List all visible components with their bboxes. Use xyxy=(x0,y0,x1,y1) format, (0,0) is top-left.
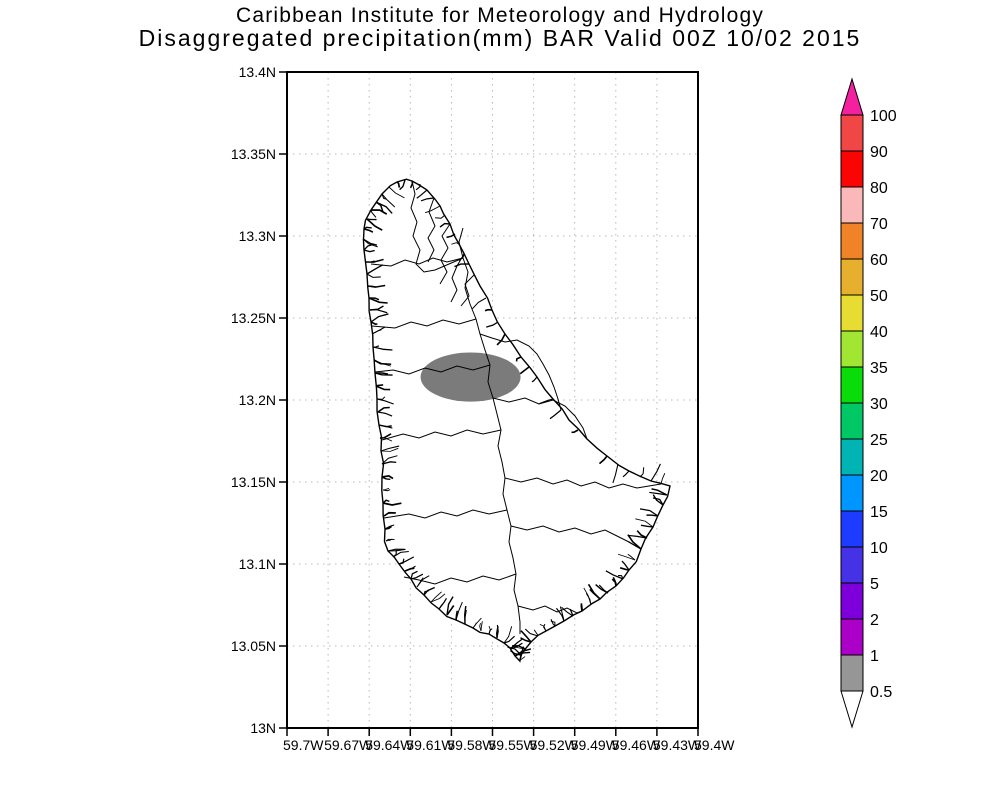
x-tick-label: 59.55W xyxy=(489,737,538,753)
island-group xyxy=(362,178,671,663)
colorbar-tick-label: 70 xyxy=(870,216,888,233)
y-tick-label: 13.2N xyxy=(239,392,276,408)
x-tick-label: 59.58W xyxy=(447,737,496,753)
x-tick-label: 59.61W xyxy=(406,737,455,753)
colorbar-tick-label: 2 xyxy=(870,612,879,629)
colorbar-tick-label: 90 xyxy=(870,144,888,161)
colorbar-segment xyxy=(840,258,864,296)
colorbar-tick-label: 100 xyxy=(870,108,897,125)
watershed-lines xyxy=(370,180,662,634)
institution-title: Caribbean Institute for Meteorology and … xyxy=(235,4,765,27)
x-tick-label: 59.67W xyxy=(324,737,373,753)
colorbar-segment xyxy=(840,294,864,332)
colorbar-segment xyxy=(840,402,864,440)
x-tick-label: 59.43W xyxy=(653,737,702,753)
colorbar-segment xyxy=(840,474,864,512)
plot-titles: Caribbean Institute for Meteorology and … xyxy=(0,4,1000,50)
colorbar-segment xyxy=(840,330,864,368)
colorbar-tick-label: 40 xyxy=(870,324,888,341)
x-tick-label: 59.7W xyxy=(283,737,324,753)
colorbar-legend: 100 90 80 70 60 50 40 35 30 25 20 15 10 5 2 1 0.5 xyxy=(840,77,897,729)
colorbar-segment xyxy=(840,366,864,404)
colorbar-tick-label: 20 xyxy=(870,468,888,485)
colorbar-segment xyxy=(840,438,864,476)
island-outline xyxy=(362,178,671,663)
y-tick-label: 13.4N xyxy=(239,64,276,80)
colorbar-tick-label: 50 xyxy=(870,288,888,305)
y-tick-label: 13.3N xyxy=(239,228,276,244)
colorbar-segment xyxy=(840,150,864,188)
y-tick-label: 13.35N xyxy=(231,146,276,162)
colorbar-tick-label: 80 xyxy=(870,180,888,197)
colorbar-segment xyxy=(840,618,864,656)
colorbar-segment xyxy=(840,510,864,548)
y-tick-label: 13N xyxy=(250,720,276,736)
y-tick-label: 13.15N xyxy=(231,474,276,490)
colorbar-tick-label: 1 xyxy=(870,648,879,665)
y-axis: 13.4N 13.35N 13.3N 13.25N 13.2N 13.15N 13.1N 13… xyxy=(231,64,287,736)
x-axis: 59.7W 59.67W59.64W59.61W59.58W59.55W59.52… xyxy=(283,728,735,753)
colorbar-below-min-arrow xyxy=(840,690,864,729)
colorbar-tick-label: 0.5 xyxy=(870,684,892,701)
x-tick-label: 59.64W xyxy=(365,737,414,753)
colorbar-tick-label: 60 xyxy=(870,252,888,269)
colorbar-segment xyxy=(840,582,864,620)
colorbar-segment xyxy=(840,222,864,260)
y-tick-label: 13.25N xyxy=(231,310,276,326)
colorbar-tick-label: 5 xyxy=(870,576,879,593)
precip-shaded-region xyxy=(420,352,521,402)
colorbar-tick-label: 35 xyxy=(870,360,888,377)
plot-title: Disaggregated precipitation(mm) BAR Vali… xyxy=(138,25,862,51)
colorbar-segment xyxy=(840,546,864,584)
y-tick-label: 13.1N xyxy=(239,556,276,572)
x-tick-label: 59.49W xyxy=(571,737,620,753)
coastal-watershed-hatching xyxy=(362,179,668,661)
x-tick-label: 59.46W xyxy=(612,737,661,753)
y-tick-label: 13.05N xyxy=(231,638,276,654)
colorbar-segment xyxy=(840,114,864,152)
colorbar-segment xyxy=(840,186,864,224)
colorbar-tick-label: 15 xyxy=(870,504,888,521)
x-tick-label: 59.4W xyxy=(694,737,735,753)
colorbar-above-max-arrow xyxy=(840,77,864,116)
colorbar-tick-label: 25 xyxy=(870,432,888,449)
colorbar-tick-label: 10 xyxy=(870,540,888,557)
colorbar-tick-label: 30 xyxy=(870,396,888,413)
x-tick-label: 59.52W xyxy=(530,737,579,753)
colorbar-segment xyxy=(840,654,864,692)
